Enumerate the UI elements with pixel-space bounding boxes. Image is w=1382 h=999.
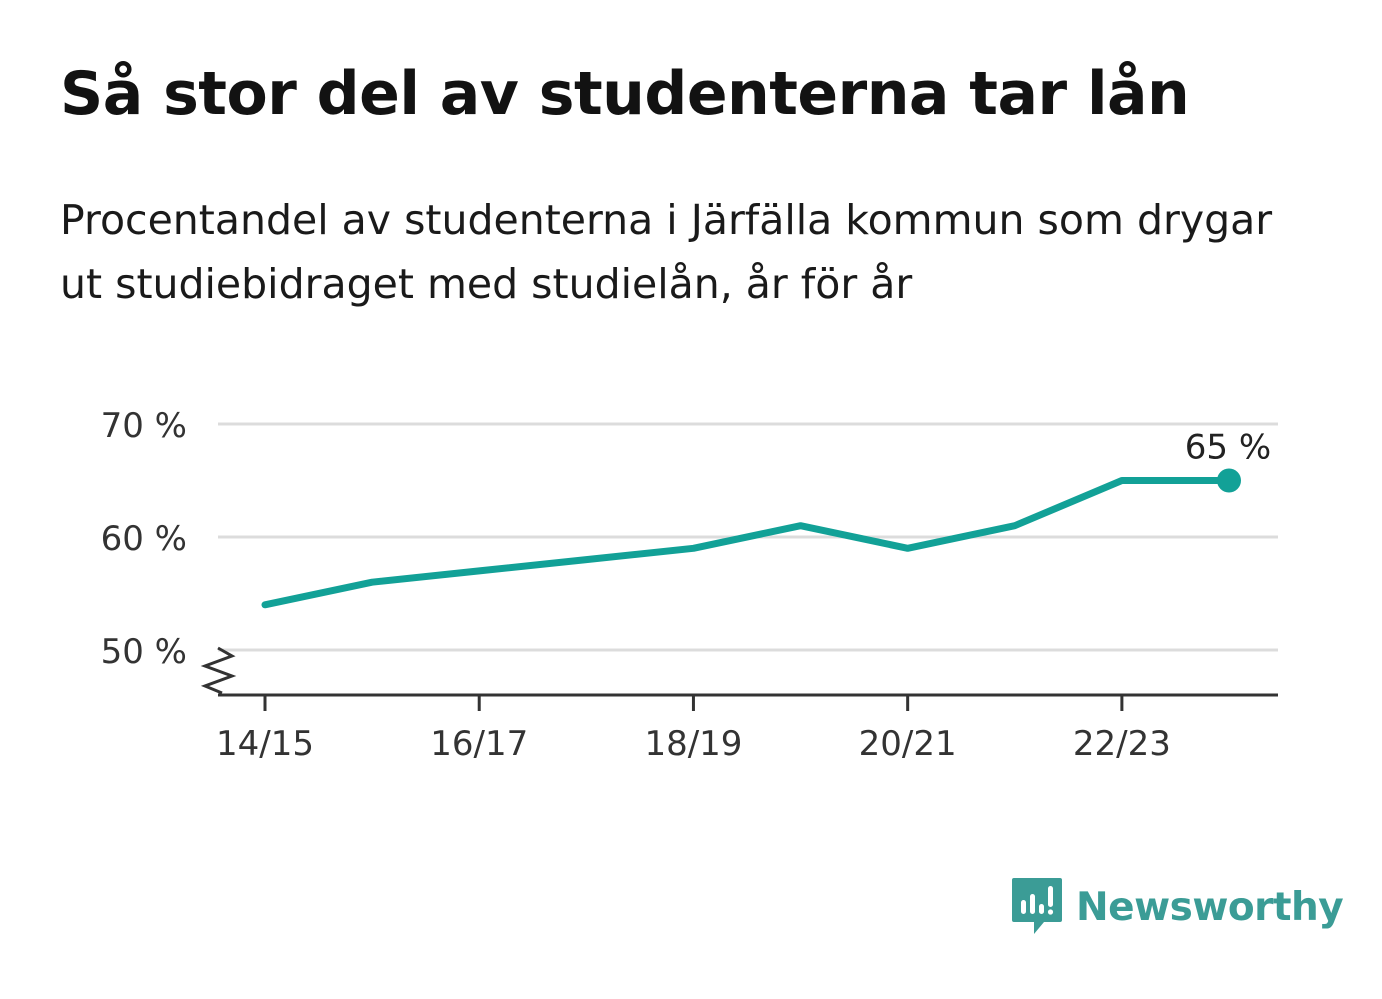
newsworthy-logo: Newsworthy (1010, 876, 1344, 938)
labels-layer: 50 % 60 % 70 % 14/15 16/17 18/19 20/21 22/23 65 … (101, 406, 1272, 764)
y-tick-label: 70 % (101, 406, 187, 446)
x-tick-label: 20/21 (859, 724, 957, 764)
y-tick-label: 60 % (101, 519, 187, 559)
chart-subtitle: Procentandel av studenterna i Järfälla k… (60, 196, 1273, 308)
end-point-marker (1217, 468, 1241, 493)
x-tick-label: 16/17 (430, 724, 528, 764)
series-layer (261, 468, 1241, 609)
axis-break-icon (200, 646, 237, 695)
end-value-label: 65 % (1185, 428, 1271, 468)
y-tick-label: 50 % (101, 632, 187, 672)
brand-name: Newsworthy (1076, 884, 1344, 930)
series-line (261, 477, 1233, 609)
x-axis (200, 646, 1278, 711)
x-tick-label: 18/19 (644, 724, 742, 764)
x-tick-label: 22/23 (1073, 724, 1171, 764)
newsworthy-logo-icon (1012, 878, 1062, 934)
chart-title: Så stor del av studenterna tar lån (60, 59, 1190, 129)
x-tick-label: 14/15 (216, 724, 314, 764)
